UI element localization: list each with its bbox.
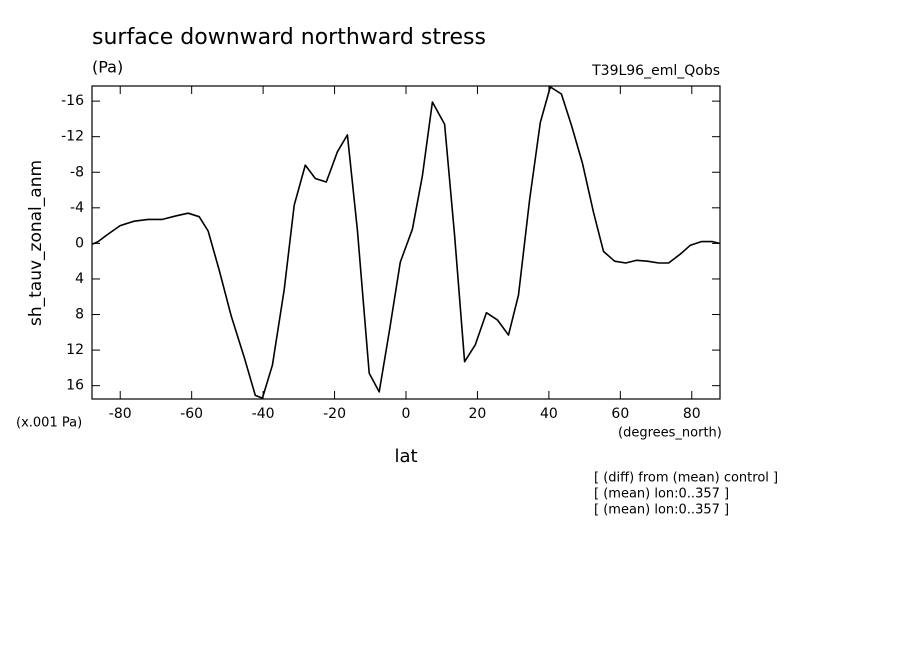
x-tick-label: 0	[402, 406, 411, 422]
x-tick-label: 40	[540, 406, 558, 422]
y-tick-label: -4	[70, 200, 84, 216]
y-tick-label: -12	[61, 129, 84, 145]
note: [ (mean) lon:0..357 ]	[594, 487, 729, 502]
y-tick-label: 8	[75, 307, 84, 323]
plot-frame	[91, 85, 721, 400]
y-tick-label: -16	[61, 93, 84, 109]
x-tick-label: 20	[469, 406, 487, 422]
y-tick-label: -8	[70, 164, 84, 180]
x-tick-label: -40	[252, 406, 275, 422]
x-tick-label: 60	[611, 406, 629, 422]
y-unit-label: (x.001 Pa)	[16, 416, 82, 431]
x-tick-label: -20	[323, 406, 346, 422]
data-line	[91, 86, 720, 399]
x-unit-label: (degrees_north)	[618, 426, 722, 441]
run-label: T39L96_eml_Qobs	[591, 63, 720, 79]
y-axis-label: sh_tauv_zonal_anm	[26, 160, 46, 326]
note: [ (mean) lon:0..357 ]	[594, 503, 729, 518]
x-axis-label: lat	[394, 446, 417, 467]
x-tick-label: -80	[109, 406, 132, 422]
chart-title: surface downward northward stress	[92, 25, 486, 50]
note: [ (diff) from (mean) control ]	[594, 471, 778, 486]
unit-label: (Pa)	[92, 58, 123, 77]
y-tick-label: 0	[75, 235, 84, 251]
y-tick-label: 4	[75, 271, 84, 287]
x-tick-label: -60	[180, 406, 203, 422]
x-tick-label: 80	[683, 406, 701, 422]
y-tick-label: 16	[66, 378, 84, 394]
y-tick-label: 12	[66, 342, 84, 358]
